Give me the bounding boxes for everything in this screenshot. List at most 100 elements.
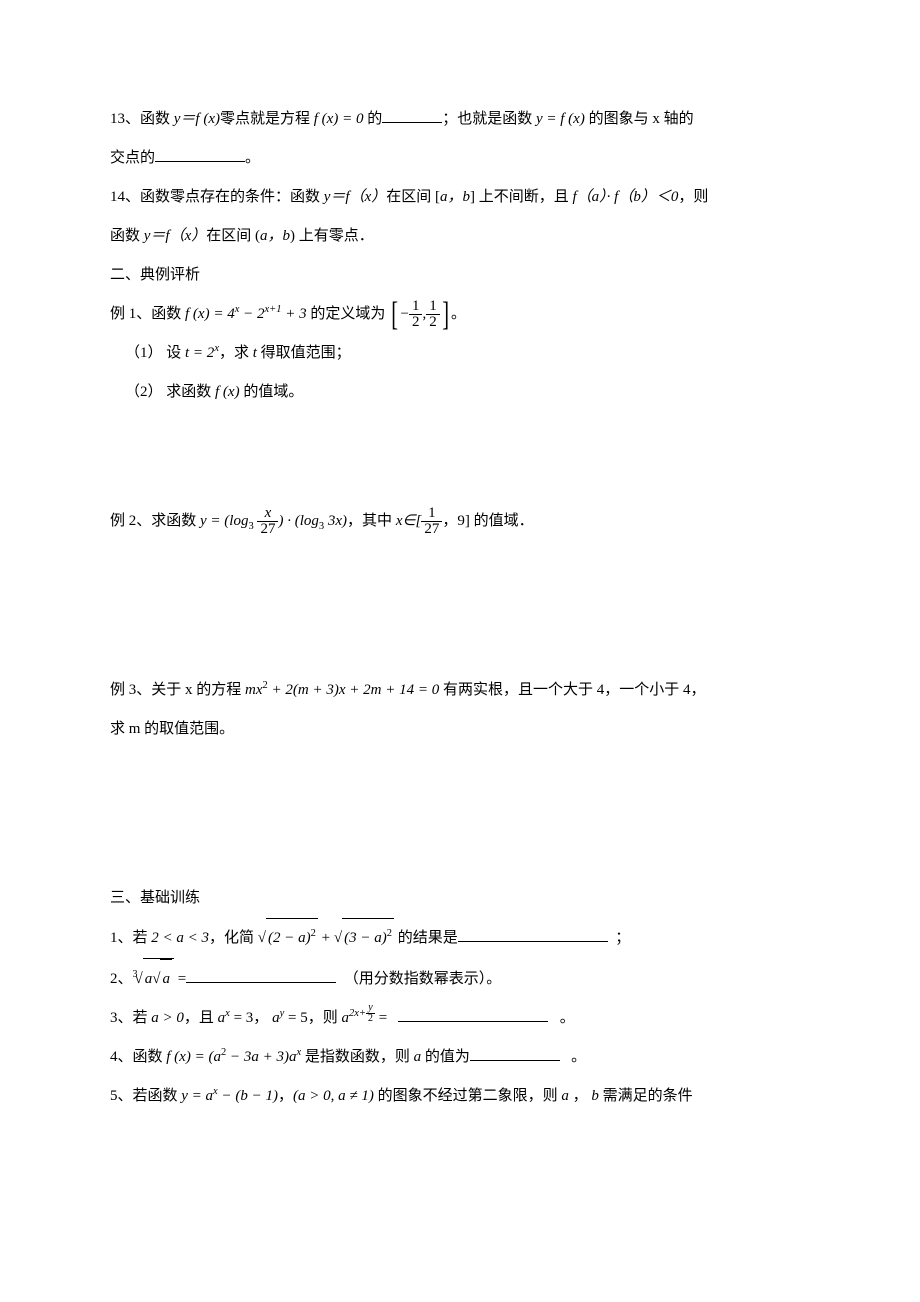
practice-4: 4、函数 f (x) = (a2 − 3a + 3)ax 是指数函数，则 a 的…	[110, 1038, 810, 1077]
text: ，其中	[347, 513, 392, 529]
example-1-part-1: （1） 设 t = 2x，求 t 得取值范围；	[110, 334, 810, 373]
text: 在区间 [	[386, 189, 440, 205]
math: x∈[	[392, 513, 421, 529]
text: 的值为	[425, 1049, 470, 1065]
workspace-gap	[110, 412, 810, 502]
text: 2、	[110, 971, 133, 987]
fill-blank[interactable]	[458, 926, 608, 942]
text: 4、函数	[110, 1049, 163, 1065]
text: 函数	[110, 228, 140, 244]
practice-5: 5、若函数 y = ax − (b − 1)，(a > 0, a ≠ 1) 的图…	[110, 1077, 810, 1116]
text: ；	[615, 930, 630, 946]
math: a，b	[440, 189, 470, 205]
text: 。	[571, 1049, 586, 1065]
text: 的	[367, 111, 382, 127]
text: 3、若	[110, 1010, 148, 1026]
example-3-cont: 求 m 的取值范围。	[110, 710, 810, 749]
text: 的结果是	[398, 930, 458, 946]
fill-blank[interactable]	[155, 146, 245, 162]
math: f（a）· f（b）＜0	[569, 189, 679, 205]
item-13: 13、函数 y＝f (x)零点就是方程 f (x) = 0 的；也就是函数 y …	[110, 100, 810, 139]
cube-root: √a√a	[135, 971, 174, 987]
text: 例 3、关于 x 的方程	[110, 682, 241, 698]
math: a > 0	[148, 1010, 184, 1026]
math: f (x) = 4x − 2x+1 + 3	[181, 306, 310, 322]
text: （用分数指数幂表示）。	[344, 971, 502, 987]
text: 在区间 (	[206, 228, 260, 244]
math: y = ax − (b − 1)	[178, 1088, 278, 1104]
text: ，	[278, 1088, 293, 1104]
text: ，	[573, 1088, 588, 1104]
fraction: 127	[421, 506, 442, 537]
section-3-heading: 三、基础训练	[110, 879, 810, 918]
equals: =	[174, 971, 186, 987]
interval: −12,12	[400, 306, 439, 322]
text: ，且	[184, 1010, 214, 1026]
text: 得取值范围；	[261, 345, 351, 361]
math: a2x+y2 =	[338, 1010, 391, 1026]
var-t: t	[249, 345, 261, 361]
fill-blank[interactable]	[470, 1045, 560, 1061]
sqrt: √(3 − a)2	[334, 930, 394, 946]
math: y＝f（x）	[320, 189, 386, 205]
text: 5、若函数	[110, 1088, 178, 1104]
text: 。	[451, 306, 466, 322]
text: 的定义域为	[310, 306, 385, 322]
text: 的图象不经过第二象限，则	[378, 1088, 558, 1104]
section-2-heading: 二、典例评析	[110, 256, 810, 295]
workspace-gap	[110, 749, 810, 879]
sqrt: √(2 − a)2	[258, 930, 318, 946]
example-1-part-2: （2） 求函数 f (x) 的值域。	[110, 373, 810, 412]
plus: +	[318, 930, 334, 946]
var-a: a	[410, 1049, 425, 1065]
practice-2: 2、3√a√a = （用分数指数幂表示）。	[110, 958, 810, 999]
text: ，化简	[209, 930, 254, 946]
text: 例 2、求函数	[110, 513, 196, 529]
example-3: 例 3、关于 x 的方程 mx2 + 2(m + 3)x + 2m + 14 =…	[110, 671, 810, 710]
text: 是指数函数，则	[301, 1049, 410, 1065]
example-1: 例 1、函数 f (x) = 4x − 2x+1 + 3 的定义域为 [−12,…	[110, 295, 810, 334]
text: ] 上不间断，且	[470, 189, 569, 205]
math: mx2 + 2(m + 3)x + 2m + 14 = 0	[241, 682, 443, 698]
text: ，则	[308, 1010, 338, 1026]
text: 13、函数	[110, 111, 170, 127]
text: ；也就是函数	[442, 111, 532, 127]
fill-blank[interactable]	[398, 1006, 548, 1022]
math: f (x) = (a2 − 3a + 3)ax	[163, 1049, 302, 1065]
practice-1: 1、若 2 < a < 3，化简 √(2 − a)2 + √(3 − a)2 的…	[110, 918, 810, 958]
text: 需满足的条件	[603, 1088, 693, 1104]
fill-blank[interactable]	[186, 967, 336, 983]
example-2: 例 2、求函数 y = (log3 x27) · (log3 3x)，其中 x∈…	[110, 502, 810, 541]
text: 的图象与 x 轴的	[589, 111, 694, 127]
math: f (x) = 0	[310, 111, 367, 127]
math: y = (log3 x27) · (log3 3x)	[196, 513, 347, 529]
math: a，b	[260, 228, 290, 244]
var-a: a	[558, 1088, 573, 1104]
math: t = 2x	[181, 345, 219, 361]
item-14: 14、函数零点存在的条件：函数 y＝f（x）在区间 [a，b] 上不间断，且 f…	[110, 178, 810, 217]
math: f (x)	[211, 384, 243, 400]
practice-3: 3、若 a > 0，且 ax = 3， ay = 5，则 a2x+y2 = 。	[110, 999, 810, 1038]
item-13-cont: 交点的 。	[110, 139, 810, 178]
math: y＝f（x）	[140, 228, 206, 244]
text: （2） 求函数	[125, 384, 211, 400]
text: ，求	[219, 345, 249, 361]
math: (a > 0, a ≠ 1)	[293, 1088, 378, 1104]
text: ，	[253, 1010, 268, 1026]
text: （1） 设	[125, 345, 181, 361]
text: ，9] 的值域．	[442, 513, 533, 529]
text: 。	[245, 150, 260, 166]
workspace-gap	[110, 541, 810, 671]
var-b: b	[588, 1088, 603, 1104]
text: ) 上有零点．	[290, 228, 374, 244]
math: 2 < a < 3	[148, 930, 210, 946]
fill-blank[interactable]	[382, 107, 442, 123]
text: 交点的	[110, 150, 155, 166]
math: ay = 5	[268, 1010, 307, 1026]
document-page: 13、函数 y＝f (x)零点就是方程 f (x) = 0 的；也就是函数 y …	[0, 0, 920, 1196]
item-14-cont: 函数 y＝f（x）在区间 (a，b) 上有零点．	[110, 217, 810, 256]
math: y＝f (x)	[170, 111, 220, 127]
text: ，则	[678, 189, 708, 205]
text: 的值域。	[243, 384, 303, 400]
text: 例 1、函数	[110, 306, 181, 322]
